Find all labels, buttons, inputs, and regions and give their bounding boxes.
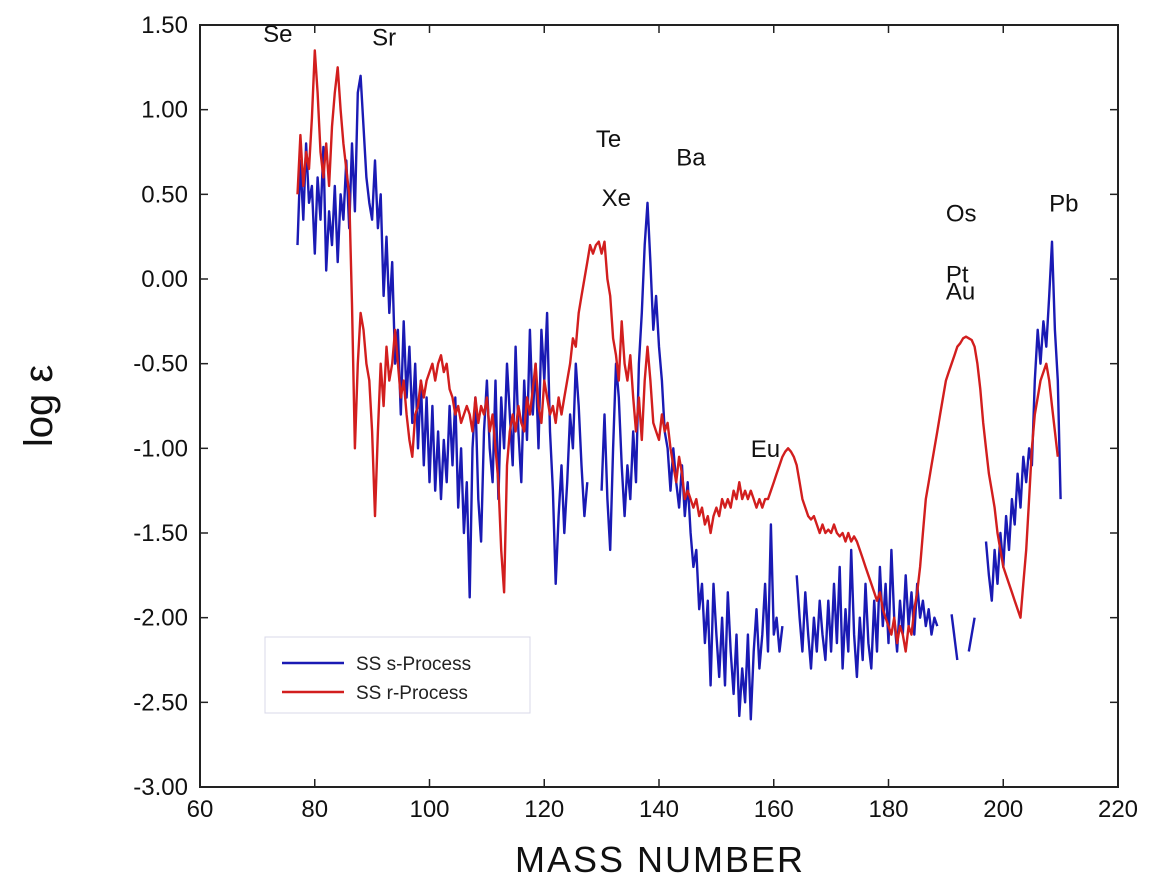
series-line-segment: [296, 49, 1059, 653]
plot-area: 60 80 100 120 140 160 180 200 220 1.50 1.00 0.50 0.…: [133, 12, 1138, 823]
legend: SS s-Process SS r-Process: [264, 636, 531, 714]
x-tick-label: 220: [1098, 796, 1138, 823]
legend-label-r-process: SS r-Process: [356, 683, 468, 704]
y-tick-label: -1.00: [133, 435, 188, 462]
y-tick-label: 1.50: [141, 12, 188, 39]
y-tick-label: -1.50: [133, 520, 188, 547]
annotation-label: Pb: [1049, 190, 1078, 217]
y-tick-label: -2.00: [133, 605, 188, 632]
x-tick-label: 60: [187, 796, 214, 823]
x-tick-label: 200: [983, 796, 1023, 823]
series-line-segment: [296, 74, 589, 599]
x-axis: 60 80 100 120 140 160 180 200 220: [187, 25, 1138, 823]
series-line-segment: [967, 617, 976, 652]
series-line-segment: [795, 548, 939, 679]
y-tick-label: 0.50: [141, 181, 188, 208]
annotation-label: Xe: [602, 185, 631, 212]
annotation-label: Sr: [372, 24, 396, 51]
annotation-label: Ba: [676, 145, 706, 172]
y-tick-label: -3.00: [133, 774, 188, 801]
annotation-label: Se: [263, 21, 292, 48]
legend-box: [264, 636, 531, 714]
y-tick-label: -2.50: [133, 689, 188, 716]
x-tick-label: 80: [301, 796, 328, 823]
series-r-process: [296, 49, 1059, 653]
x-tick-label: 160: [754, 796, 794, 823]
x-tick-label: 140: [639, 796, 679, 823]
y-tick-label: -0.50: [133, 351, 188, 378]
annotation-label: Eu: [751, 436, 780, 463]
series-line-segment: [600, 201, 784, 721]
legend-label-s-process: SS s-Process: [356, 654, 471, 675]
y-tick-label: 0.00: [141, 266, 188, 293]
series-s-process: [296, 74, 1062, 721]
y-axis-title: log ε: [17, 365, 61, 447]
annotation-label: Te: [596, 126, 621, 153]
annotation-label: Os: [946, 200, 977, 227]
series-line-segment: [984, 240, 1062, 602]
series-line-segment: [950, 614, 959, 661]
x-tick-label: 120: [524, 796, 564, 823]
annotation-label: Au: [946, 278, 975, 305]
x-tick-label: 100: [409, 796, 449, 823]
y-tick-label: 1.00: [141, 97, 188, 124]
x-axis-title: MASS NUMBER: [515, 839, 805, 874]
y-axis: 1.50 1.00 0.50 0.00 -0.50 -1.00 -1.50 -2.00 -2.5…: [133, 12, 1118, 801]
series-layer: [296, 49, 1062, 721]
x-tick-label: 180: [868, 796, 908, 823]
annotation-label: Pt: [946, 261, 969, 288]
